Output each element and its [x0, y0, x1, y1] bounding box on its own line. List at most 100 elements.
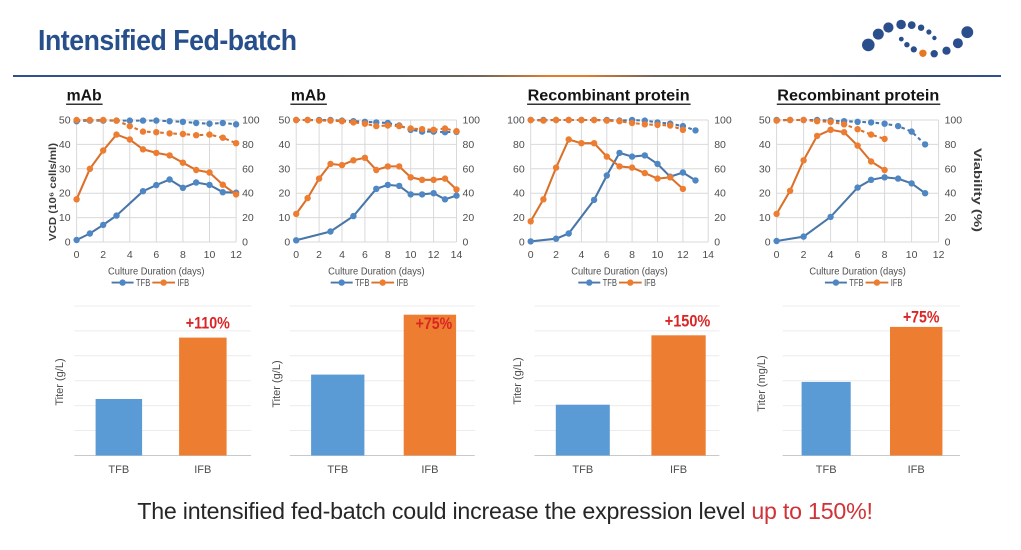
svg-text:mAb: mAb	[67, 88, 102, 105]
svg-text:TFB: TFB	[603, 278, 618, 289]
svg-text:IFB: IFB	[177, 278, 189, 289]
svg-text:6: 6	[153, 249, 159, 261]
svg-text:TFB: TFB	[816, 464, 837, 476]
svg-text:0: 0	[945, 237, 951, 249]
svg-text:Culture Duration (days): Culture Duration (days)	[809, 266, 906, 278]
svg-text:0: 0	[463, 237, 469, 249]
svg-text:20: 20	[279, 188, 291, 200]
svg-text:20: 20	[59, 188, 71, 200]
svg-text:40: 40	[513, 188, 525, 200]
svg-text:0: 0	[714, 237, 720, 249]
svg-text:mAb: mAb	[291, 88, 326, 105]
svg-text:IFB: IFB	[670, 464, 687, 476]
svg-text:TFB: TFB	[572, 464, 593, 476]
svg-text:Titer (mg/L): Titer (mg/L)	[756, 355, 768, 411]
svg-text:10: 10	[652, 249, 664, 261]
svg-text:IFB: IFB	[194, 464, 211, 476]
svg-text:30: 30	[59, 163, 71, 175]
svg-text:+75%: +75%	[416, 315, 453, 333]
svg-text:4: 4	[828, 249, 834, 261]
svg-text:0: 0	[65, 237, 71, 249]
svg-text:14: 14	[702, 249, 714, 261]
svg-text:TFB: TFB	[327, 464, 348, 476]
svg-text:2: 2	[316, 249, 322, 261]
svg-text:50: 50	[759, 115, 771, 127]
svg-text:10: 10	[204, 249, 216, 261]
svg-text:2: 2	[801, 249, 807, 261]
svg-text:8: 8	[882, 249, 888, 261]
svg-text:Culture Duration (days): Culture Duration (days)	[571, 266, 668, 278]
svg-text:Titer (g/L): Titer (g/L)	[271, 360, 283, 407]
svg-text:0: 0	[293, 249, 299, 261]
svg-text:0: 0	[74, 249, 80, 261]
svg-text:100: 100	[714, 115, 732, 127]
svg-text:6: 6	[362, 249, 368, 261]
svg-text:60: 60	[242, 163, 254, 175]
svg-text:12: 12	[933, 249, 945, 261]
svg-text:30: 30	[759, 163, 771, 175]
svg-text:80: 80	[242, 139, 254, 151]
svg-text:IFB: IFB	[891, 278, 903, 289]
svg-text:40: 40	[714, 188, 726, 200]
svg-text:40: 40	[463, 188, 475, 200]
svg-text:10: 10	[279, 212, 291, 224]
svg-text:100: 100	[242, 115, 260, 127]
svg-text:50: 50	[279, 115, 291, 127]
svg-text:10: 10	[59, 212, 71, 224]
svg-text:80: 80	[463, 139, 475, 151]
svg-text:0: 0	[765, 237, 771, 249]
svg-text:40: 40	[242, 188, 254, 200]
svg-text:40: 40	[59, 139, 71, 151]
svg-text:40: 40	[945, 188, 957, 200]
svg-text:60: 60	[513, 163, 525, 175]
svg-text:8: 8	[385, 249, 391, 261]
svg-text:TFB: TFB	[108, 464, 129, 476]
svg-text:0: 0	[519, 237, 525, 249]
svg-text:40: 40	[759, 139, 771, 151]
svg-text:10: 10	[759, 212, 771, 224]
svg-text:14: 14	[451, 249, 463, 261]
svg-text:80: 80	[945, 139, 957, 151]
svg-text:2: 2	[553, 249, 559, 261]
svg-text:80: 80	[513, 139, 525, 151]
svg-text:Recombinant protein: Recombinant protein	[777, 88, 939, 105]
svg-text:100: 100	[507, 115, 525, 127]
svg-text:20: 20	[714, 212, 726, 224]
svg-text:100: 100	[945, 115, 963, 127]
svg-text:+150%: +150%	[665, 313, 711, 331]
svg-text:+75%: +75%	[903, 309, 940, 327]
svg-text:20: 20	[759, 188, 771, 200]
svg-text:Culture Duration (days): Culture Duration (days)	[108, 266, 205, 278]
svg-text:20: 20	[513, 212, 525, 224]
svg-text:0: 0	[528, 249, 534, 261]
svg-text:20: 20	[463, 212, 475, 224]
svg-text:40: 40	[279, 139, 291, 151]
svg-text:12: 12	[230, 249, 242, 261]
svg-text:+110%: +110%	[186, 315, 230, 333]
svg-text:10: 10	[405, 249, 417, 261]
svg-text:Culture Duration (days): Culture Duration (days)	[328, 266, 425, 278]
svg-text:0: 0	[242, 237, 248, 249]
svg-text:Titer (g/L): Titer (g/L)	[54, 358, 66, 405]
svg-text:30: 30	[279, 163, 291, 175]
svg-text:2: 2	[100, 249, 106, 261]
svg-text:VCD (10⁶ cells/ml): VCD (10⁶ cells/ml)	[48, 143, 59, 241]
svg-text:Recombinant protein: Recombinant protein	[528, 88, 690, 105]
svg-text:IFB: IFB	[397, 278, 409, 289]
svg-text:60: 60	[945, 163, 957, 175]
svg-text:8: 8	[629, 249, 635, 261]
svg-text:TFB: TFB	[136, 278, 151, 289]
svg-text:100: 100	[463, 115, 481, 127]
svg-text:Titer (g/L): Titer (g/L)	[512, 357, 524, 404]
svg-text:20: 20	[242, 212, 254, 224]
svg-text:4: 4	[127, 249, 133, 261]
svg-text:TFB: TFB	[355, 278, 370, 289]
svg-text:0: 0	[284, 237, 290, 249]
svg-text:10: 10	[906, 249, 918, 261]
svg-text:60: 60	[463, 163, 475, 175]
svg-text:0: 0	[774, 249, 780, 261]
svg-text:IFB: IFB	[908, 464, 925, 476]
svg-text:60: 60	[714, 163, 726, 175]
svg-text:4: 4	[339, 249, 345, 261]
svg-text:20: 20	[945, 212, 957, 224]
